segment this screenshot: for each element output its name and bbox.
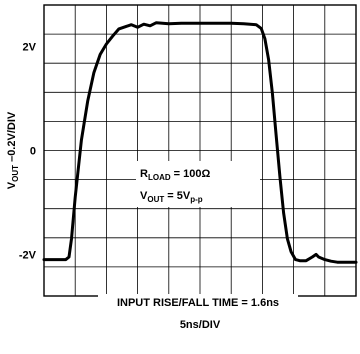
y-tick-label: 0	[30, 146, 36, 158]
annotation-box-risefall	[98, 294, 298, 309]
annotation-box	[136, 161, 260, 207]
y-axis-label: VOUT –0.2V/DIV	[6, 111, 20, 189]
grid	[44, 5, 356, 296]
annotation-rload: RLOAD = 100Ω	[140, 168, 211, 182]
y-tick-label: 2V	[23, 42, 37, 54]
output-voltage-trace	[42, 21, 358, 264]
x-axis-label: 5ns/DIV	[180, 319, 221, 331]
y-tick-label: -2V	[19, 249, 37, 261]
y-tick-labels: 2V 0 -2V	[19, 42, 37, 262]
annotation-rise-fall-time: INPUT RISE/FALL TIME = 1.6ns	[117, 297, 279, 309]
annotation-vout: VOUT = 5Vp-p	[140, 190, 203, 204]
